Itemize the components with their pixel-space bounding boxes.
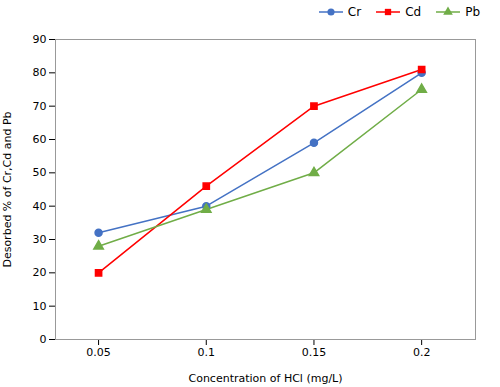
svg-text:0.1: 0.1 xyxy=(198,346,216,359)
svg-text:70: 70 xyxy=(33,100,47,113)
svg-text:0.2: 0.2 xyxy=(413,346,431,359)
svg-text:0: 0 xyxy=(40,333,47,346)
svg-text:50: 50 xyxy=(33,166,47,179)
svg-text:40: 40 xyxy=(33,200,47,213)
html-text:Cr: Cr xyxy=(347,5,362,19)
html-text:Cd: Cd xyxy=(405,5,422,19)
svg-text:10: 10 xyxy=(33,300,47,313)
svg-text:Desorbed % of Cr,Cd and Pb: Desorbed % of Cr,Cd and Pb xyxy=(1,111,14,267)
html-text:Pb: Pb xyxy=(465,5,480,19)
svg-text:90: 90 xyxy=(33,33,47,46)
svg-text:20: 20 xyxy=(33,266,47,279)
svg-text:30: 30 xyxy=(33,233,47,246)
svg-text:Concentration of HCl (mg/L): Concentration of HCl (mg/L) xyxy=(188,372,342,385)
svg-text:60: 60 xyxy=(33,133,47,146)
svg-text:0.05: 0.05 xyxy=(86,346,111,359)
svg-text:80: 80 xyxy=(33,66,47,79)
svg-text:0.15: 0.15 xyxy=(302,346,327,359)
